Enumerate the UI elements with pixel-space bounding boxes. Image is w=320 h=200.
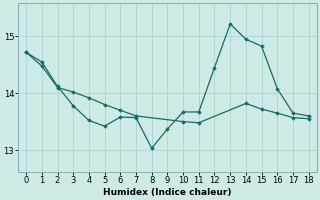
X-axis label: Humidex (Indice chaleur): Humidex (Indice chaleur)	[103, 188, 232, 197]
